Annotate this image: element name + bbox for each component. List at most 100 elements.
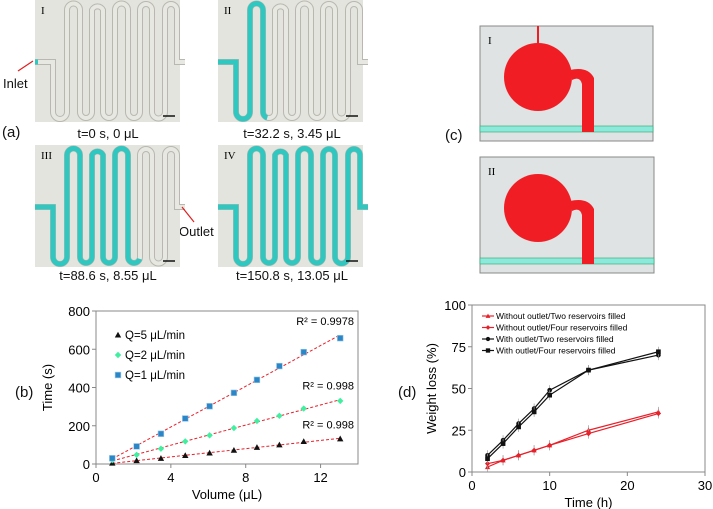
legend-marker — [114, 371, 122, 379]
panel-c-label: (c) — [445, 127, 463, 144]
legend-marker — [485, 313, 491, 318]
trendline-1 — [112, 437, 341, 464]
outlet-arrow-icon — [181, 206, 195, 223]
x-tick-label: 0 — [92, 470, 99, 485]
r2-label: R² = 0.998 — [302, 419, 354, 431]
data-point — [182, 452, 189, 458]
photo-2: II — [218, 0, 368, 122]
x-tick-label: 8 — [242, 470, 249, 485]
data-point — [337, 397, 344, 405]
r2-label: R² = 0.9978 — [296, 316, 354, 328]
legend-label: Q=5 μL/min — [125, 330, 185, 342]
data-point — [109, 455, 116, 462]
trendline-3 — [112, 334, 341, 460]
x-tick-label: 10 — [542, 478, 556, 493]
data-point — [485, 456, 490, 461]
y-tick-label: 200 — [68, 419, 90, 434]
data-point — [133, 451, 140, 459]
x-tick-label: 12 — [313, 470, 327, 485]
legend-label: Q=2 μL/min — [125, 350, 185, 362]
data-point — [253, 444, 261, 450]
photo-roman-4: IV — [224, 150, 236, 162]
legend-label: With outlet/Four reservoirs filled — [496, 346, 616, 356]
photo-background — [218, 0, 363, 122]
photo-1: I — [35, 0, 185, 122]
y-tick-label: 600 — [68, 342, 90, 357]
photo-4: IV — [218, 145, 368, 267]
photo-roman-3: III — [41, 150, 52, 162]
data-point — [337, 334, 344, 342]
y-tick-label: 0 — [459, 465, 466, 480]
data-point — [157, 445, 165, 452]
data-point — [206, 432, 213, 439]
data-point — [253, 376, 261, 384]
data-point — [182, 415, 189, 422]
panel-a-label: (a) — [2, 124, 21, 141]
inlet-label: Inlet — [3, 76, 28, 91]
channel-fill — [218, 1, 368, 122]
panel-d-label: (d) — [398, 384, 417, 401]
reservoir-diagrams: I II — [479, 25, 655, 274]
data-point — [157, 455, 165, 461]
legend-marker — [114, 331, 122, 338]
data-point — [276, 362, 283, 370]
channel-fill — [35, 146, 185, 267]
y-tick-label: 75 — [452, 340, 466, 355]
channel-inner — [35, 1, 185, 121]
y-tick-label: 400 — [68, 381, 90, 396]
outlet-label: Outlet — [179, 224, 214, 239]
data-point — [516, 424, 521, 430]
photo-background — [218, 145, 363, 267]
data-point — [276, 412, 283, 420]
photo-caption-1: t=0 s, 0 μL — [77, 126, 139, 141]
data-point — [656, 349, 661, 355]
data-point — [206, 403, 213, 410]
legend-label: Without outlet/Two reservoirs filled — [496, 311, 626, 321]
data-point — [300, 438, 307, 444]
x-axis-title: Volume (μL) — [192, 487, 262, 502]
legend-marker — [485, 325, 491, 330]
y-tick-label: 50 — [452, 382, 466, 397]
outlet-tube — [570, 200, 594, 264]
legend-label: Q=1 μL/min — [125, 370, 185, 382]
photo-caption-4: t=150.8 s, 13.05 μL — [236, 268, 348, 283]
x-tick-label: 20 — [620, 478, 634, 493]
photo-3: III — [35, 145, 185, 267]
photo-roman-1: I — [41, 5, 45, 17]
data-point — [500, 457, 506, 463]
legend-marker — [485, 348, 491, 353]
diagram-1: I — [479, 25, 654, 142]
data-point — [586, 367, 591, 373]
series-line-4 — [487, 351, 659, 460]
series-line-2 — [487, 412, 659, 465]
series-line-3 — [487, 354, 659, 456]
data-point — [500, 441, 506, 446]
x-tick-label: 30 — [698, 478, 712, 493]
data-point — [337, 435, 344, 442]
photo-background — [35, 145, 180, 267]
legend-marker — [485, 336, 491, 342]
channel-fill — [218, 146, 368, 267]
photo-roman-2: II — [224, 5, 232, 17]
data-point — [230, 389, 238, 397]
photo-background — [35, 0, 180, 122]
outlet-tube — [570, 69, 594, 132]
data-point — [300, 348, 307, 356]
data-point — [230, 424, 238, 432]
diagram-2: II — [479, 156, 655, 274]
reservoir-circle — [504, 43, 572, 111]
chart-d: 0 10 20 30 0 25 50 75 100 Time (h) Weight loss (%)… — [424, 298, 712, 509]
y-axis-title: Time (s) — [40, 364, 55, 411]
data-point — [531, 409, 537, 415]
data-point — [157, 430, 165, 437]
diagram-roman-2: II — [488, 166, 496, 178]
legend-label: Without outlet/Four reservoirs filled — [496, 323, 628, 333]
x-axis-title: Time (h) — [565, 495, 613, 509]
data-point — [133, 457, 140, 464]
panel-b-label: (b) — [15, 384, 34, 401]
data-point — [547, 392, 553, 398]
data-point — [276, 441, 283, 448]
chart-b: 0 4 8 12 0 200 400 600 800 Volume (μL) Time (s) R² … — [40, 304, 359, 502]
data-point — [133, 443, 140, 450]
